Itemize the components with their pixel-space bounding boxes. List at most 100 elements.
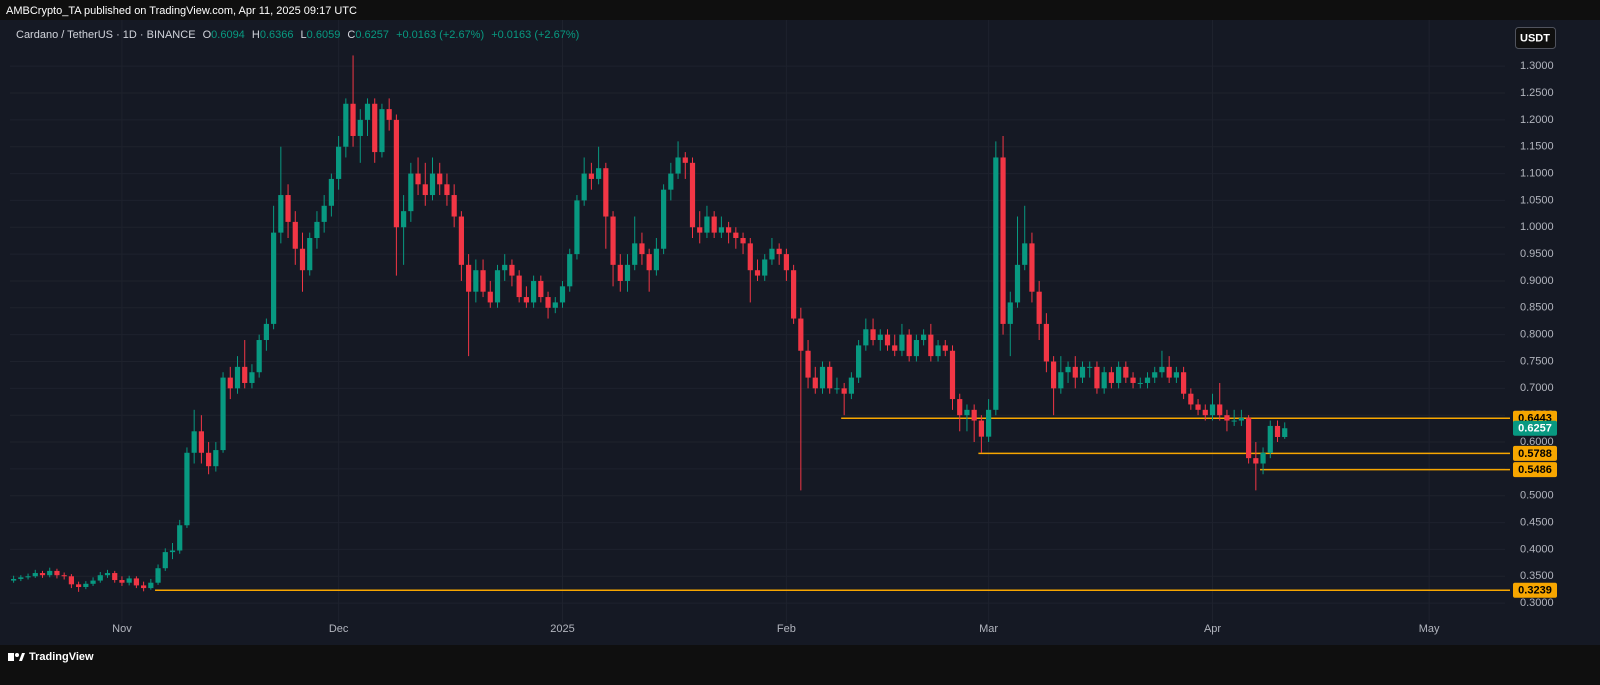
candle-body [1144, 377, 1151, 383]
candle-body [726, 227, 732, 233]
candle-body [531, 280, 537, 303]
candle-body [516, 275, 522, 298]
chart-title: Cardano / TetherUS · 1D · BINANCE [16, 29, 196, 41]
candle-body [220, 377, 226, 451]
candle-body [386, 109, 392, 120]
candle-body [1181, 372, 1187, 394]
x-tick-label: Apr [1204, 623, 1221, 635]
candle-body [1209, 404, 1216, 416]
currency[interactable]: USDT [1520, 32, 1550, 44]
candle-body [617, 264, 623, 281]
candle-body [1022, 243, 1028, 265]
candle-body [227, 377, 233, 389]
candle-body [83, 583, 89, 588]
candle-body [1159, 366, 1165, 373]
candle-body [169, 550, 176, 553]
candle-body [884, 334, 891, 346]
candle-body [552, 302, 558, 308]
candle-body [126, 578, 132, 583]
candle-body [791, 270, 797, 319]
candle-body [747, 243, 753, 271]
candle-body [415, 173, 421, 185]
candle-body [206, 452, 212, 467]
candle-body [148, 582, 154, 589]
candle-body [588, 173, 594, 179]
level-tag-box [1513, 445, 1557, 461]
candle-body [762, 259, 768, 276]
candle-body [1007, 302, 1013, 324]
candle-body [509, 264, 515, 276]
candle-body [697, 227, 703, 233]
candle-body [336, 146, 342, 179]
y-tick-label: 1.1500 [1520, 141, 1554, 153]
level-tag: 0.3239 [1518, 585, 1552, 597]
ohlc-letter: H [252, 29, 260, 41]
ohlc-value: 0.6257 [355, 29, 389, 41]
candle-body [451, 195, 457, 217]
candle-body [942, 345, 948, 351]
candle-body [25, 576, 31, 578]
candle-body [1072, 366, 1078, 378]
candle-body [104, 573, 111, 576]
candle-body [1188, 393, 1194, 405]
candle-body [61, 575, 67, 577]
candle-body [39, 573, 46, 576]
y-tick-label: 0.8000 [1520, 329, 1554, 341]
candle-body [364, 103, 371, 120]
candle-body [704, 216, 710, 233]
candle-body [1195, 404, 1201, 410]
candle-body [184, 452, 190, 526]
candle-body [307, 237, 313, 271]
candle-body [1246, 417, 1252, 459]
candle-body [234, 366, 241, 389]
candle-body [76, 584, 82, 588]
candle-body [444, 184, 450, 196]
candle-body [437, 173, 443, 185]
candle-body [47, 570, 53, 576]
candle-body [473, 270, 479, 292]
candle-body [935, 345, 941, 357]
candle-body [1108, 372, 1114, 383]
candle-body [812, 377, 818, 389]
currency-box[interactable] [1515, 27, 1556, 49]
candle-body [1043, 323, 1049, 362]
candle-body [567, 254, 573, 287]
candle-body [581, 173, 587, 201]
ohlc-letter: O [203, 29, 212, 41]
y-tick-label: 1.0000 [1520, 221, 1554, 233]
candle-body [480, 270, 486, 292]
candle-body [1217, 404, 1223, 416]
candle-body [870, 329, 876, 341]
y-tick-label: 0.7000 [1520, 382, 1554, 394]
candle-body [18, 577, 24, 579]
candle-body [661, 189, 667, 249]
candle-body [487, 291, 493, 303]
candle-body [689, 162, 696, 228]
candle-body [675, 157, 681, 174]
ohlc-value: 0.6366 [260, 29, 294, 41]
candle-body [610, 216, 616, 265]
candle-body [343, 103, 349, 147]
y-tick-label: 0.9000 [1520, 275, 1554, 287]
x-tick-label: Dec [329, 623, 349, 635]
candle-body [379, 109, 385, 153]
level-tag: 0.5788 [1518, 448, 1552, 460]
candle-body [401, 211, 407, 228]
candle-body [906, 334, 912, 357]
x-tick-label: Nov [112, 623, 132, 635]
candle-body [971, 409, 977, 421]
candle-body [321, 205, 327, 222]
candle-body [292, 221, 298, 249]
ohlc-letter: C [347, 29, 355, 41]
candle-body [68, 576, 74, 585]
candle-body [740, 237, 746, 244]
y-tick-label: 1.0500 [1520, 194, 1554, 206]
candle-body [986, 409, 992, 437]
y-tick-label: 0.5000 [1520, 490, 1554, 502]
candle-body [1116, 366, 1122, 383]
plot: 0.30000.35000.40000.45000.50000.55000.60… [10, 20, 1554, 635]
candle-body [653, 248, 659, 271]
candle-body [848, 377, 854, 394]
candle-body [834, 388, 840, 390]
